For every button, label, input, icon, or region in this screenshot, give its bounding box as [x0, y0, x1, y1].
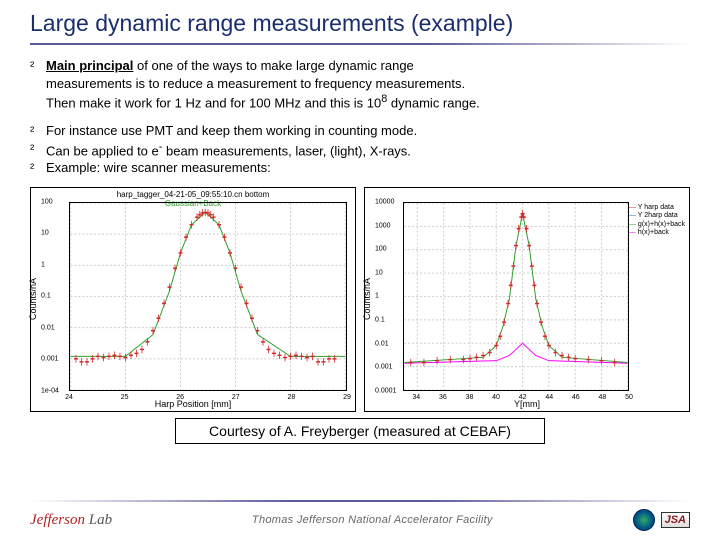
chart-legend: — Y harp data— Y 2harp data— g(x)+h(x)+b…	[629, 204, 685, 238]
jlab-logo: Jefferson Lab	[30, 512, 112, 529]
jsa-logo: JSA	[661, 512, 690, 528]
doe-seal-icon	[633, 509, 655, 531]
bullet-icon: ²	[30, 57, 46, 75]
content-area: ² Main principal of one of the ways to m…	[0, 45, 720, 177]
bullet-text: For instance use PMT and keep them worki…	[46, 122, 690, 140]
footer-center-text: Thomas Jefferson National Accelerator Fa…	[252, 514, 493, 526]
bullet-text: Main principal of one of the ways to mak…	[46, 57, 690, 75]
bullet-text: Can be applied to e- beam measurements, …	[46, 140, 690, 160]
bullet-text: measurements is to reduce a measurement …	[46, 75, 690, 93]
chart-ylabel: Counts/nA	[28, 278, 38, 320]
courtesy-box: Courtesy of A. Freyberger (measured at C…	[175, 418, 545, 444]
chart-left: harp_tagger_04-21-05_09:55:10.cn bottom …	[30, 187, 356, 412]
bullet-text: Then make it work for 1 Hz and for 100 M…	[46, 92, 690, 112]
bullet-icon: ²	[30, 140, 46, 158]
chart-title-text: harp_tagger_04-21-05_09:55:10.cn bottom	[117, 190, 270, 199]
bullet-text: Example: wire scanner measurements:	[46, 159, 690, 177]
chart-xlabel: Harp Position [mm]	[31, 399, 355, 409]
footer: Jefferson Lab Thomas Jefferson National …	[0, 500, 720, 540]
bullet-icon: ²	[30, 122, 46, 140]
chart-right: — Y harp data— Y 2harp data— g(x)+h(x)+b…	[364, 187, 690, 412]
chart-ylabel: Counts/nA	[362, 278, 372, 320]
bullet-icon: ²	[30, 159, 46, 177]
slide-title: Large dynamic range measurements (exampl…	[30, 10, 690, 37]
